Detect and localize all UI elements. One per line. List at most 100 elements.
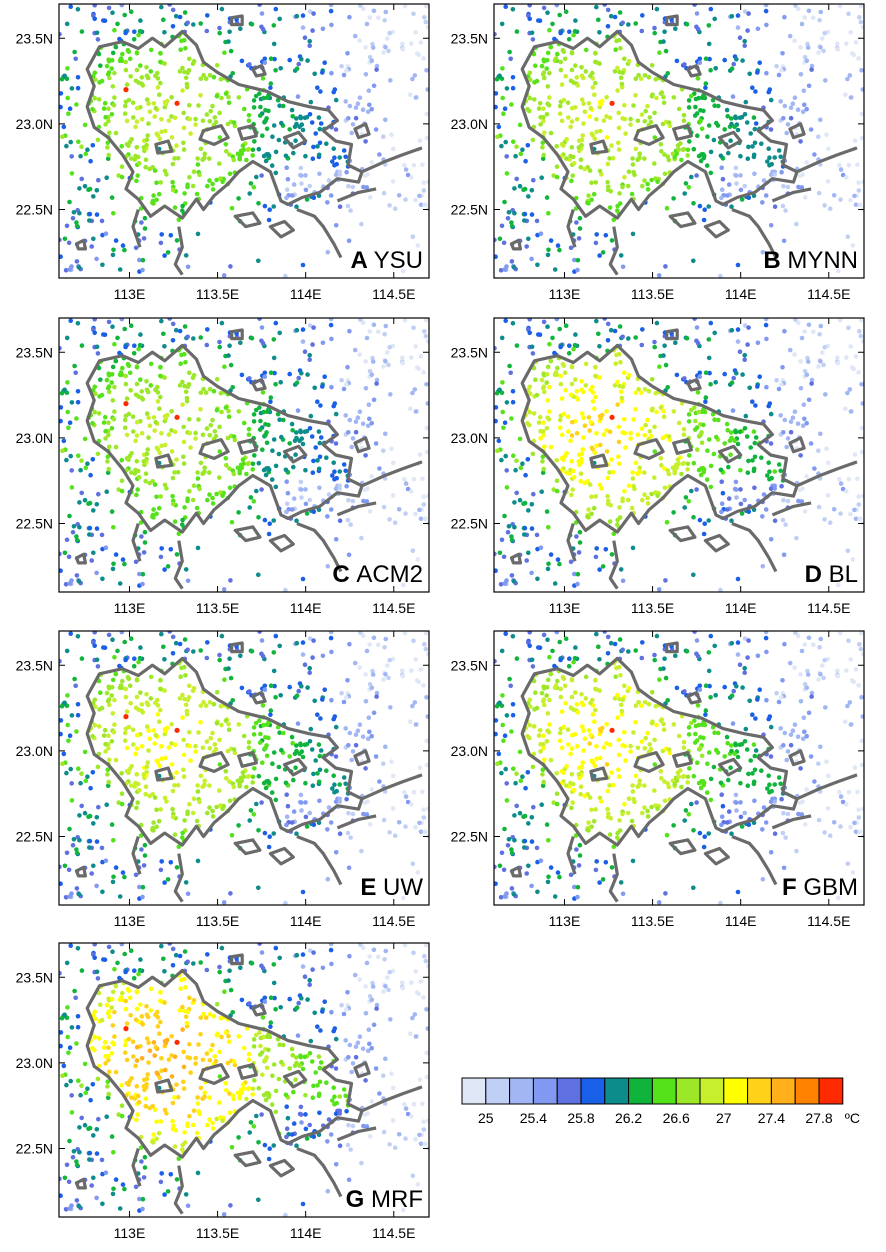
station-point [307,323,313,328]
station-point [716,730,721,736]
station-point [271,337,277,342]
station-point [708,633,714,639]
station-point [645,814,651,819]
station-point [74,259,80,264]
station-point [577,215,583,221]
station-point [140,581,145,587]
station-point [143,478,148,484]
station-point [661,721,666,727]
station-point [191,649,196,654]
station-point [350,436,356,441]
station-point [333,850,339,855]
station-point [682,62,687,67]
station-point [139,744,145,749]
station-point [738,173,743,178]
station-point [521,814,526,819]
station-point [671,95,677,100]
station-point [848,722,854,727]
y-tick-label: 23.5N [451,344,488,360]
station-point [210,417,215,423]
station-point [263,472,269,478]
island-outline [282,757,308,777]
station-point [659,463,664,468]
station-point [74,573,80,578]
station-point [566,351,572,356]
station-point [240,770,246,775]
station-point [360,320,366,326]
station-point [613,361,618,367]
station-point [718,153,724,159]
station-point [294,204,299,209]
station-point [629,505,635,511]
station-point [159,431,164,436]
station-point [772,469,777,474]
station-point [195,858,201,864]
station-point [512,524,517,530]
station-point [226,353,231,358]
station-point [835,41,840,47]
station-point [135,468,141,474]
station-point [600,98,605,104]
station-point [701,531,707,537]
station-point [129,451,134,456]
station-point [285,803,291,809]
station-point [268,56,274,61]
station-point [367,368,373,374]
station-point [597,168,603,174]
station-point [642,156,647,161]
station-point [574,702,580,707]
station-point [817,18,822,23]
station-point [387,517,392,522]
station-point [371,8,377,14]
station-point [400,41,405,47]
station-point [386,362,391,368]
station-point [618,389,624,395]
station-point [180,830,185,836]
station-point [374,377,380,383]
station-point [69,264,74,269]
station-point [697,203,703,209]
station-point [273,68,278,73]
station-point [605,493,610,499]
station-point [294,831,299,836]
station-point [123,686,128,692]
station-point [564,470,569,475]
station-point [111,247,116,253]
station-point [139,702,145,707]
station-point [424,695,429,700]
station-point [247,818,252,823]
station-point [347,14,352,20]
station-point [570,800,575,805]
station-point [346,810,351,816]
station-point [573,645,578,650]
station-point [689,174,694,180]
station-point [347,328,352,334]
station-point [806,635,812,641]
station-point [522,525,528,531]
station-point [499,457,504,463]
station-point [257,113,263,118]
station-point [172,519,178,524]
station-point [818,45,823,50]
station-point [325,876,331,882]
station-point [423,4,429,9]
station-point [656,900,662,905]
station-point [597,253,602,258]
station-point [539,489,544,495]
urban-hole [672,438,693,455]
station-point [381,364,386,369]
station-point [654,95,659,101]
station-point [541,118,546,124]
station-point [341,386,347,392]
station-point [345,830,351,836]
station-point [716,417,721,423]
station-point [137,884,142,890]
station-point [599,799,604,804]
station-point [622,116,628,122]
station-point [62,863,68,869]
station-point [739,511,745,516]
station-point [576,459,582,464]
station-point [494,551,497,557]
station-point [597,344,602,349]
station-point [146,728,151,733]
